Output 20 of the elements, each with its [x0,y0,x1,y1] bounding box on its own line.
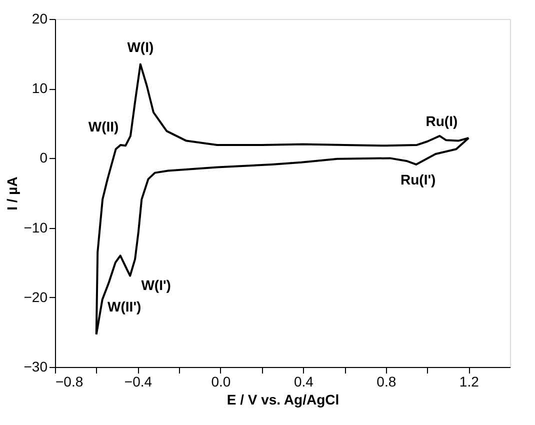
y-tick-label: −10 [24,219,48,236]
y-tick-label: −30 [24,358,48,374]
y-tick-label: 10 [32,80,48,96]
x-tick-label: −0.8 [56,374,84,390]
annotation: W(I') [141,276,171,293]
x-tick-label: −0.4 [124,374,152,390]
y-tick-label: 20 [32,10,48,26]
annotation: W(II) [88,118,119,135]
y-tick-label: −20 [24,288,48,305]
y-axis-title: I / µA [4,176,20,210]
x-tick-label: 0.4 [294,374,314,390]
annotation: Ru(I) [426,112,458,129]
annotation: Ru(I') [400,171,436,188]
x-tick-label: 1.2 [459,374,480,390]
x-tick-label: 0.0 [211,374,231,390]
annotation: W(I) [127,39,154,56]
x-tick-label: 0.8 [376,374,396,390]
annotation: W(II') [108,298,142,314]
x-axis-title: E / V vs. Ag/AgCl [226,392,340,408]
y-tick-label: 0 [40,150,48,166]
